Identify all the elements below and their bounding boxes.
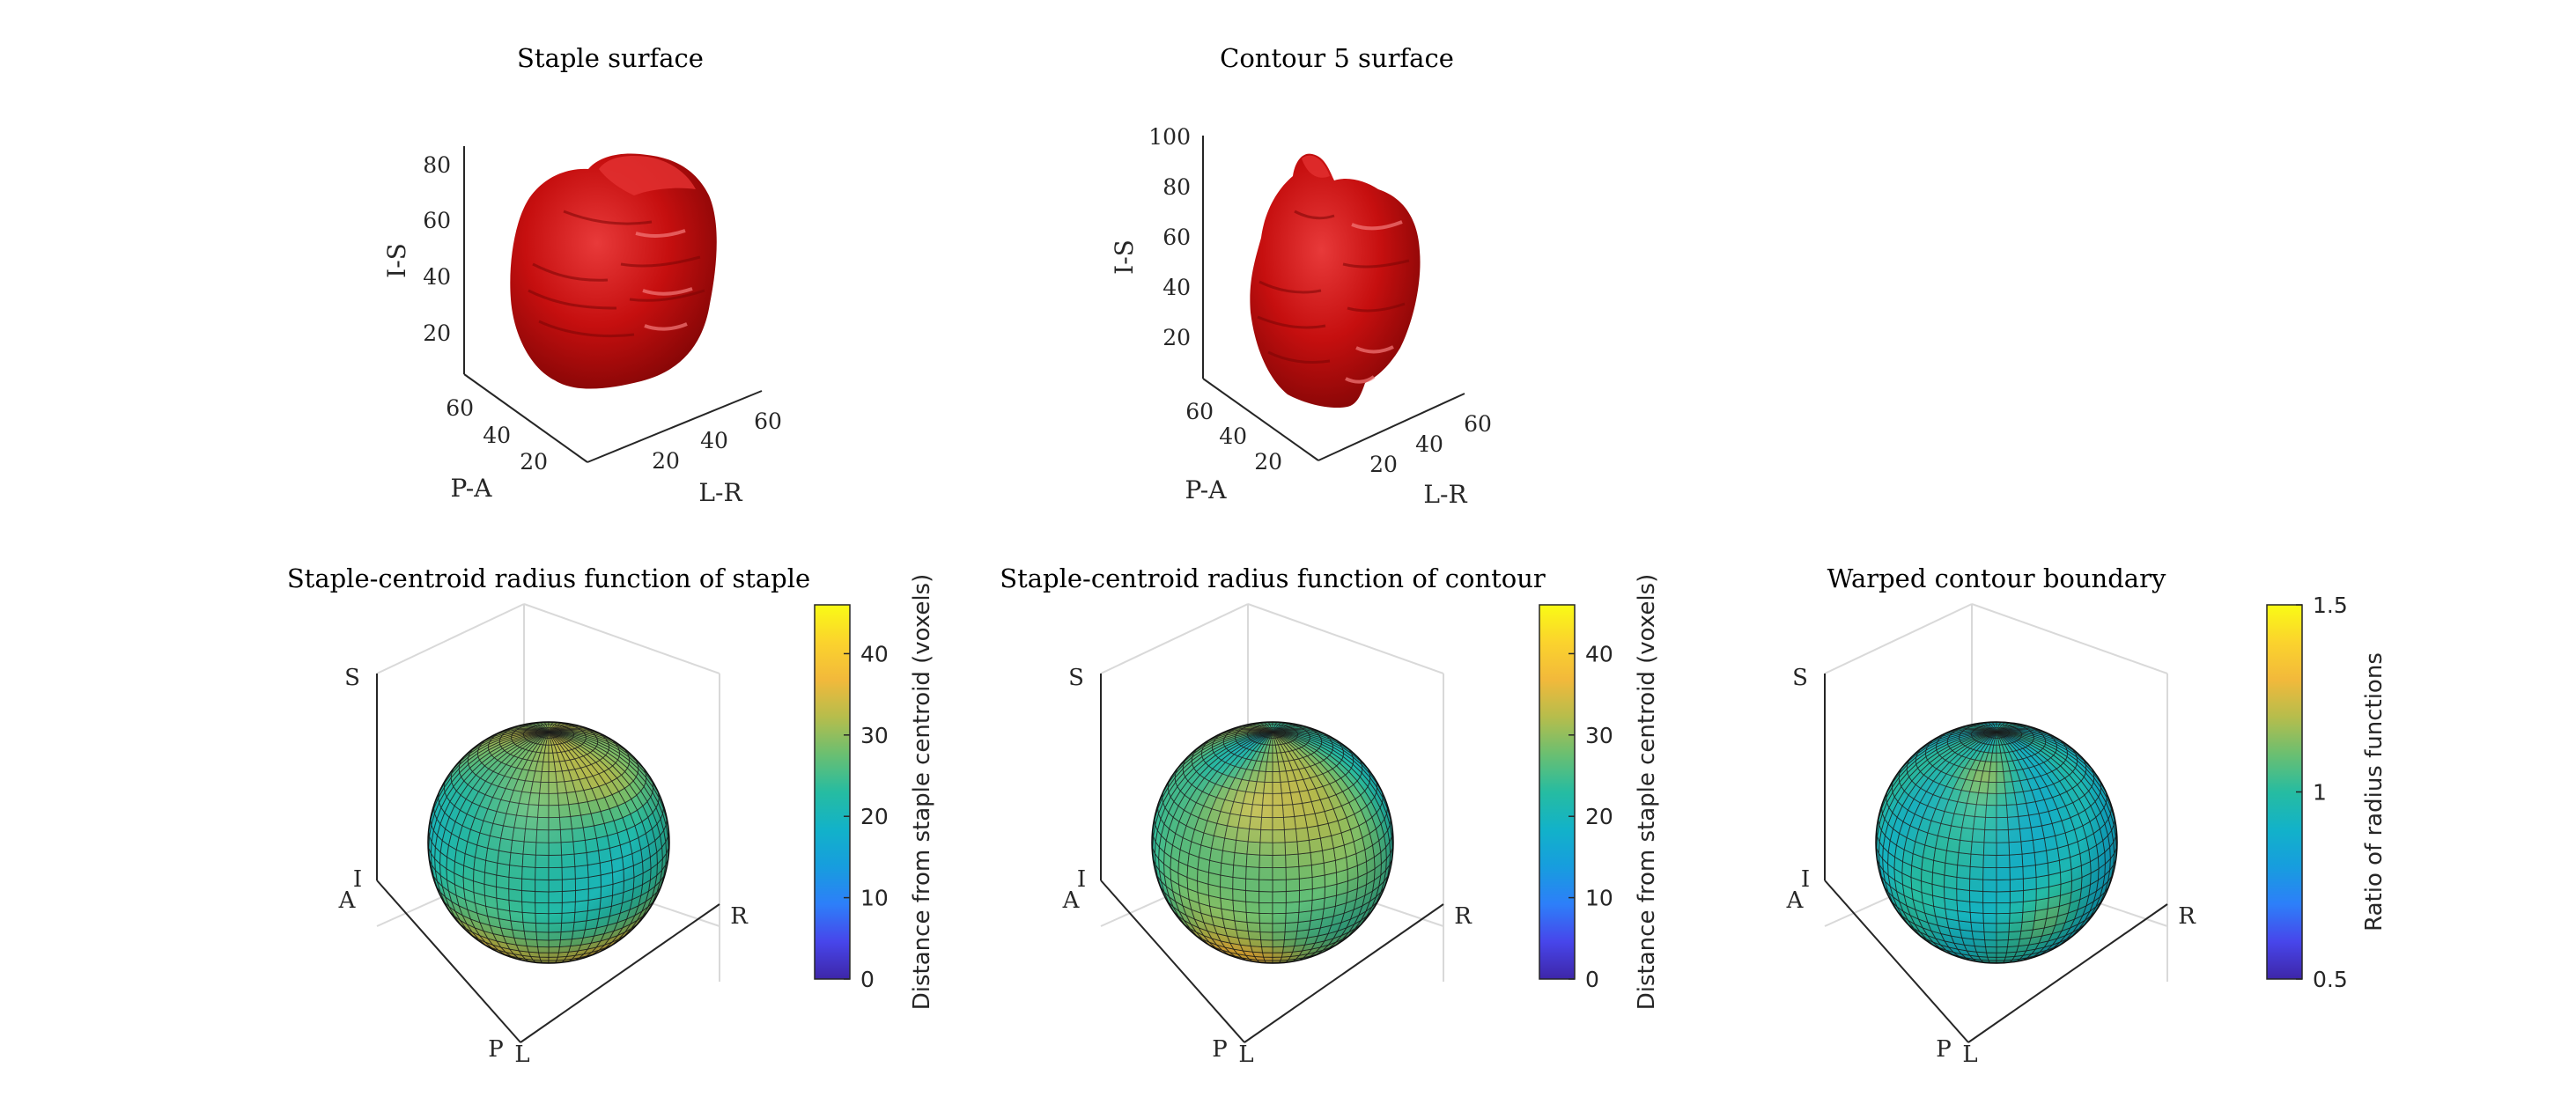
colorbar-tick: 20	[860, 804, 889, 829]
direction-label: S	[1068, 665, 1084, 691]
x-tick: 40	[700, 428, 728, 453]
z-tick: 80	[423, 152, 451, 178]
z-tick: 40	[423, 264, 451, 290]
direction-label: R	[1454, 903, 1473, 930]
y-tick: 40	[1219, 423, 1247, 449]
x-tick: 60	[1464, 411, 1492, 437]
sphere-shading	[1876, 722, 2117, 963]
chart-title: Staple-centroid radius function of conto…	[1000, 563, 1546, 593]
colorbar-label: Distance from staple centroid (voxels)	[909, 574, 935, 1011]
direction-label: P	[1936, 1036, 1952, 1063]
z-tick: 80	[1163, 174, 1191, 200]
colorbar-tick: 0	[1585, 967, 1599, 992]
colorbar-tick: 10	[860, 886, 889, 911]
axes-box	[463, 146, 763, 463]
y-tick: 60	[446, 395, 474, 421]
direction-label: L	[514, 1042, 529, 1068]
y-axis-label: P-A	[451, 474, 493, 503]
z-tick: 60	[1163, 225, 1191, 250]
colorbar-tick: 40	[860, 641, 889, 666]
direction-label: R	[2178, 903, 2196, 930]
sphere-surface	[1875, 721, 2118, 964]
object-surface	[510, 153, 717, 389]
z-tick: 100	[1148, 124, 1191, 150]
panel-staple-surface: Staple surface 80 60 40 20 60 40 20 20 4…	[382, 43, 782, 507]
z-tick: 40	[1163, 275, 1191, 300]
panel-warped-boundary-sphere: Warped contour boundary S IA P L R 0.5 1 1.5 Rati…	[1786, 563, 2388, 1068]
direction-label: A	[1786, 887, 1805, 914]
z-tick: 20	[423, 320, 451, 346]
direction-label: A	[1062, 887, 1081, 914]
colorbar-label: Ratio of radius functions	[2361, 652, 2388, 931]
x-tick: 20	[652, 448, 680, 474]
z-axis-label: I-S	[382, 243, 411, 278]
colorbar-tick: 1	[2313, 780, 2327, 806]
sphere-outline	[1151, 721, 1394, 964]
y-axis-label: P-A	[1185, 475, 1228, 504]
colorbar-gradient	[1539, 604, 1576, 980]
colorbar-tick: 40	[1585, 641, 1613, 666]
tick-labels: 100 80 60 40 20 60 40 20 20 40 60	[1148, 124, 1492, 477]
y-tick: 20	[520, 449, 548, 475]
direction-label: S	[344, 665, 360, 691]
sphere-shading	[428, 722, 669, 963]
colorbar-tick: 30	[860, 723, 889, 748]
colorbar-tick: 0.5	[2313, 967, 2348, 992]
tick-labels: 80 60 40 20 60 40 20 20 40 60	[423, 152, 782, 475]
z-tick: 60	[423, 208, 451, 233]
x-axis-label: L-R	[698, 478, 742, 507]
x-tick: 40	[1415, 431, 1443, 457]
chart-title: Contour 5 surface	[1220, 43, 1454, 73]
chart-title: Warped contour boundary	[1827, 563, 2166, 593]
sphere-surface	[427, 721, 670, 964]
direction-label: S	[1792, 665, 1808, 691]
z-axis-label: I-S	[1110, 239, 1139, 275]
chart-title: Staple surface	[517, 43, 704, 73]
colorbar-tick: 30	[1585, 723, 1613, 748]
direction-label: P	[488, 1036, 504, 1063]
sphere-outline	[427, 721, 670, 964]
y-tick: 60	[1185, 399, 1214, 424]
sphere-outline	[1875, 721, 2118, 964]
colorbar-label: Distance from staple centroid (voxels)	[1634, 574, 1660, 1011]
panel-contour-radius-sphere: Staple-centroid radius function of conto…	[1000, 563, 1660, 1068]
x-tick: 60	[754, 409, 782, 434]
colorbar-tick: 0	[860, 967, 875, 992]
colorbar: 0 10 20 30 40 Distance from staple centroid (…	[814, 574, 935, 1011]
direction-label: L	[1238, 1042, 1253, 1068]
direction-label: A	[338, 887, 357, 914]
colorbar: 0 10 20 30 40 Distance from staple centroid (…	[1539, 574, 1660, 1011]
direction-label: P	[1212, 1036, 1228, 1063]
colorbar-gradient	[814, 604, 851, 980]
y-tick: 40	[483, 423, 511, 448]
colorbar-tick: 1.5	[2313, 593, 2348, 618]
colorbar: 0.5 1 1.5 Ratio of radius functions	[2266, 593, 2388, 992]
direction-label: I	[1801, 866, 1810, 893]
direction-label: R	[730, 903, 749, 930]
sphere-surface	[1151, 721, 1394, 964]
direction-label: I	[1077, 866, 1086, 893]
chart-title: Staple-centroid radius function of stapl…	[287, 563, 810, 593]
object-surface	[1250, 153, 1421, 409]
axes-box	[1202, 136, 1465, 461]
x-tick: 20	[1369, 452, 1398, 477]
direction-label: L	[1962, 1042, 1977, 1068]
x-axis-label: L-R	[1423, 480, 1467, 509]
colorbar-tick: 10	[1585, 886, 1613, 911]
direction-label: I	[353, 866, 362, 893]
y-tick: 20	[1254, 449, 1282, 475]
sphere-shading	[1152, 722, 1393, 963]
panel-contour5-surface: Contour 5 surface 100 80 60 40 20 60 40 …	[1110, 43, 1492, 509]
z-tick: 20	[1163, 325, 1191, 350]
panel-staple-radius-sphere: Staple-centroid radius function of stapl…	[287, 563, 935, 1068]
colorbar-tick: 20	[1585, 804, 1613, 829]
